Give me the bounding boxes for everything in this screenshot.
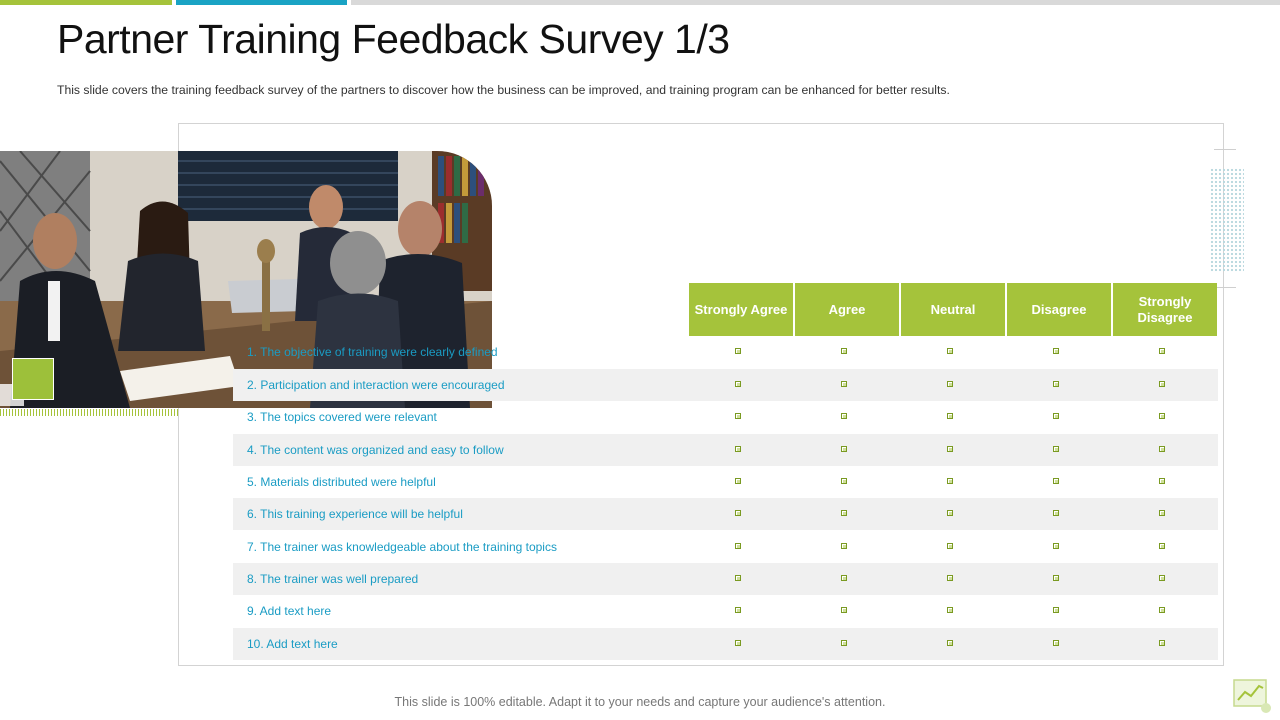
checkbox-icon[interactable] — [735, 348, 741, 354]
checkbox-icon[interactable] — [841, 543, 847, 549]
checkbox-icon[interactable] — [947, 575, 953, 581]
top-accent-bar-gray — [351, 0, 1280, 5]
checkbox-icon[interactable] — [735, 640, 741, 646]
table-row: 8. The trainer was well prepared — [233, 563, 1218, 595]
checkbox-icon[interactable] — [1053, 543, 1059, 549]
row-statement: 8. The trainer was well prepared — [247, 572, 419, 586]
checkbox-icon[interactable] — [841, 446, 847, 452]
frame-tick-bottom — [1214, 287, 1236, 288]
checkbox-icon[interactable] — [947, 607, 953, 613]
checkbox-icon[interactable] — [841, 607, 847, 613]
row-statement: 7. The trainer was knowledgeable about t… — [247, 540, 557, 554]
checkbox-icon[interactable] — [1053, 575, 1059, 581]
checkbox-icon[interactable] — [1053, 413, 1059, 419]
checkbox-icon[interactable] — [1159, 446, 1165, 452]
checkbox-icon[interactable] — [735, 575, 741, 581]
checkbox-icon[interactable] — [841, 413, 847, 419]
footer-note: This slide is 100% editable. Adapt it to… — [394, 695, 886, 709]
column-header-disagree: Disagree — [1007, 283, 1111, 336]
frame-tick-top — [1214, 149, 1236, 150]
checkbox-icon[interactable] — [735, 543, 741, 549]
checkbox-icon[interactable] — [735, 446, 741, 452]
checkbox-icon[interactable] — [1053, 640, 1059, 646]
column-header-strongly-agree: Strongly Agree — [689, 283, 793, 336]
checkbox-icon[interactable] — [841, 348, 847, 354]
checkbox-icon[interactable] — [947, 413, 953, 419]
table-row: 2. Participation and interaction were en… — [233, 369, 1218, 401]
checkbox-icon[interactable] — [947, 381, 953, 387]
row-statement: 1. The objective of training were clearl… — [247, 345, 498, 359]
table-row: 4. The content was organized and easy to… — [233, 434, 1218, 466]
checkbox-icon[interactable] — [1159, 575, 1165, 581]
row-statement: 6. This training experience will be help… — [247, 507, 463, 521]
top-accent-bar-blue — [176, 0, 347, 5]
row-statement: 10. Add text here — [247, 637, 338, 651]
checkbox-icon[interactable] — [1159, 640, 1165, 646]
table-row: 5. Materials distributed were helpful — [233, 466, 1218, 498]
table-row: 1. The objective of training were clearl… — [233, 336, 1218, 368]
checkbox-icon[interactable] — [1159, 348, 1165, 354]
checkbox-icon[interactable] — [841, 575, 847, 581]
row-statement: 9. Add text here — [247, 604, 332, 618]
column-header-neutral: Neutral — [901, 283, 1005, 336]
checkbox-icon[interactable] — [947, 510, 953, 516]
checkbox-icon[interactable] — [1159, 381, 1165, 387]
checkbox-icon[interactable] — [1159, 607, 1165, 613]
dot-pattern-decoration — [1210, 168, 1244, 272]
table-row: 3. The topics covered were relevant — [233, 401, 1218, 433]
row-statement: 5. Materials distributed were helpful — [247, 475, 436, 489]
checkbox-icon[interactable] — [1053, 446, 1059, 452]
checkbox-icon[interactable] — [841, 640, 847, 646]
top-accent-bar-green — [0, 0, 172, 5]
checkbox-icon[interactable] — [735, 413, 741, 419]
checkbox-icon[interactable] — [1159, 478, 1165, 484]
checkbox-icon[interactable] — [735, 381, 741, 387]
checkbox-icon[interactable] — [1053, 607, 1059, 613]
checkbox-icon[interactable] — [841, 510, 847, 516]
checkbox-icon[interactable] — [947, 348, 953, 354]
checkbox-icon[interactable] — [735, 478, 741, 484]
checkbox-icon[interactable] — [735, 607, 741, 613]
table-row: 10. Add text here — [233, 628, 1218, 660]
slide-title: Partner Training Feedback Survey 1/3 — [57, 16, 730, 62]
checkbox-icon[interactable] — [1159, 510, 1165, 516]
checkbox-icon[interactable] — [1053, 381, 1059, 387]
checkbox-icon[interactable] — [947, 543, 953, 549]
row-statement: 4. The content was organized and easy to… — [247, 443, 504, 457]
row-statement: 3. The topics covered were relevant — [247, 410, 437, 424]
decorative-green-square — [12, 358, 54, 400]
checkbox-icon[interactable] — [1053, 348, 1059, 354]
checkbox-icon[interactable] — [947, 478, 953, 484]
business-meeting-photo — [0, 151, 492, 408]
checkbox-icon[interactable] — [947, 446, 953, 452]
checkbox-icon[interactable] — [1159, 413, 1165, 419]
checkbox-icon[interactable] — [1053, 510, 1059, 516]
checkbox-icon[interactable] — [1053, 478, 1059, 484]
checkbox-icon[interactable] — [1159, 543, 1165, 549]
table-row: 6. This training experience will be help… — [233, 498, 1218, 530]
checkbox-icon[interactable] — [947, 640, 953, 646]
chart-board-icon — [1232, 674, 1272, 714]
column-header-strongly-disagree: Strongly Disagree — [1113, 283, 1217, 336]
checkbox-icon[interactable] — [841, 381, 847, 387]
column-header-agree: Agree — [795, 283, 899, 336]
slide-subtitle: This slide covers the training feedback … — [57, 83, 950, 97]
checkbox-icon[interactable] — [735, 510, 741, 516]
table-row: 9. Add text here — [233, 595, 1218, 627]
decorative-stripe — [0, 409, 178, 416]
checkbox-icon[interactable] — [841, 478, 847, 484]
row-statement: 2. Participation and interaction were en… — [247, 378, 505, 392]
table-row: 7. The trainer was knowledgeable about t… — [233, 531, 1218, 563]
